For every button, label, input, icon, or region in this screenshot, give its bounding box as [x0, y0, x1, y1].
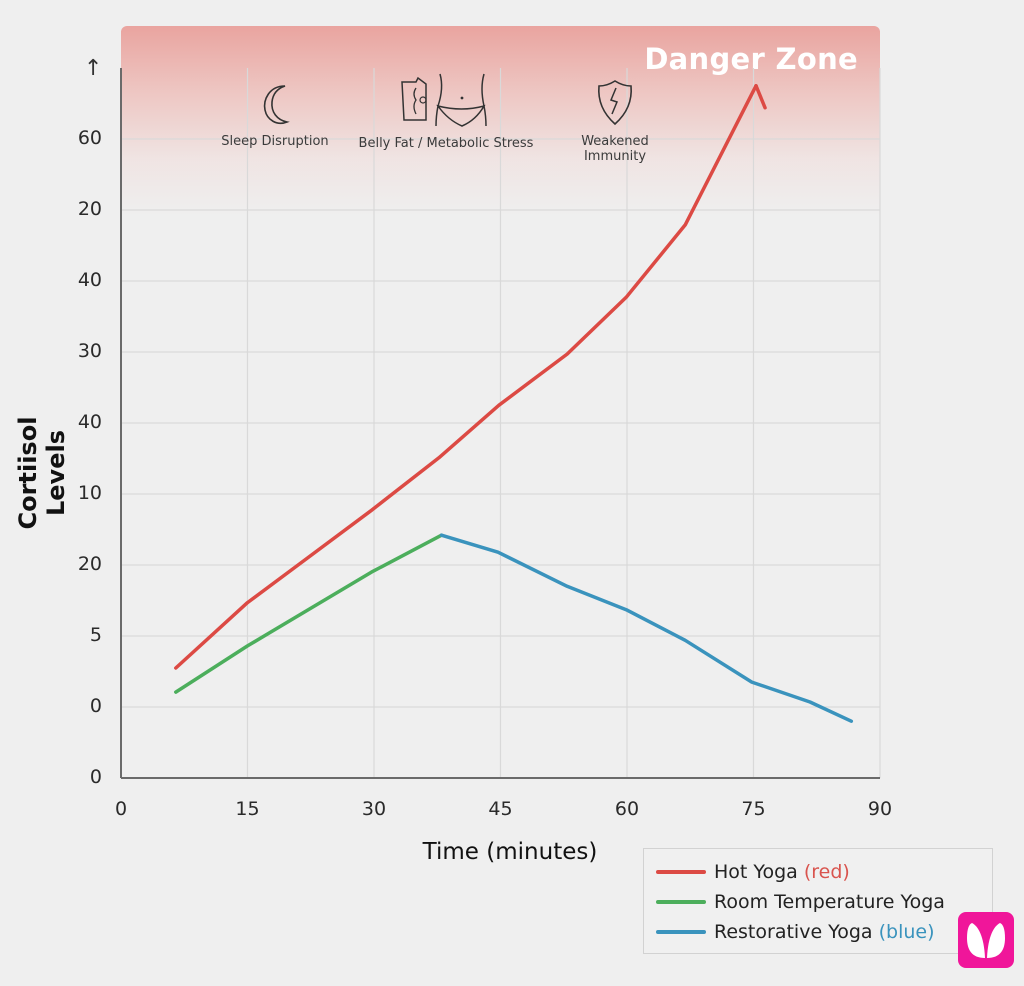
series-line-1 — [174, 533, 444, 694]
annotation-label: Belly Fat / Metabolic Stress — [358, 136, 534, 151]
gridlines — [121, 68, 881, 778]
axes — [120, 68, 880, 779]
y-tick-label: 30 — [77, 340, 102, 362]
legend-swatch — [656, 930, 706, 934]
butterfly-logo-icon — [967, 923, 1005, 958]
shield-bolt-icon — [598, 80, 632, 126]
legend-item-hot-yoga: Hot Yoga (red) — [656, 858, 850, 886]
x-tick-label: 30 — [361, 798, 387, 820]
y-axis-label: Cortiisol Levels — [14, 416, 70, 530]
belly-icon — [401, 73, 487, 127]
y-tick-label: 40 — [77, 411, 102, 433]
x-tick-label: 60 — [614, 798, 640, 820]
y-tick-label: 0 — [89, 695, 102, 717]
annotation-label: Sleep Disruption — [221, 134, 329, 149]
x-tick-label: 90 — [867, 798, 893, 820]
legend-swatch — [656, 870, 706, 874]
y-tick-label: 20 — [77, 553, 102, 575]
series-lines — [174, 84, 854, 723]
x-tick-label: 45 — [488, 798, 513, 820]
legend-label: Room Temperature Yoga — [714, 891, 945, 913]
arrow-head — [754, 84, 767, 110]
legend-label: Hot Yoga (red) — [714, 861, 850, 883]
legend-swatch — [656, 900, 706, 904]
series-line-2 — [439, 533, 854, 723]
y-axis-arrow: ↑ — [84, 56, 103, 81]
y-tick-label: 5 — [89, 624, 102, 646]
moon-icon — [263, 85, 290, 125]
y-tick-label: 60 — [77, 127, 102, 149]
series-line-0 — [174, 84, 758, 670]
annotation-weakened-immunity: Weakened Immunity — [550, 78, 680, 164]
danger-zone-label: Danger Zone — [644, 42, 858, 76]
annotation-sleep-disruption: Sleep Disruption — [215, 80, 335, 149]
x-tick-label: 75 — [741, 798, 766, 820]
legend: Hot Yoga (red) Room Temperature Yoga Res… — [643, 848, 993, 954]
y-tick-label: 0 — [89, 766, 102, 788]
y-tick-label: 20 — [77, 198, 102, 220]
x-tick-label: 15 — [235, 798, 260, 820]
annotation-label: Weakened Immunity — [581, 134, 649, 164]
y-tick-label: 40 — [77, 269, 102, 291]
x-tick-label: 0 — [114, 798, 128, 820]
x-axis-label: Time (minutes) — [422, 839, 598, 865]
legend-item-restorative-yoga: Restorative Yoga (blue) — [656, 918, 935, 946]
legend-item-room-temperature-yoga: Room Temperature Yoga — [656, 888, 945, 916]
annotation-belly-fat: Belly Fat / Metabolic Stress — [356, 70, 536, 151]
y-tick-label: 10 — [77, 482, 102, 504]
brand-logo — [958, 912, 1014, 968]
legend-label: Restorative Yoga (blue) — [714, 921, 935, 943]
